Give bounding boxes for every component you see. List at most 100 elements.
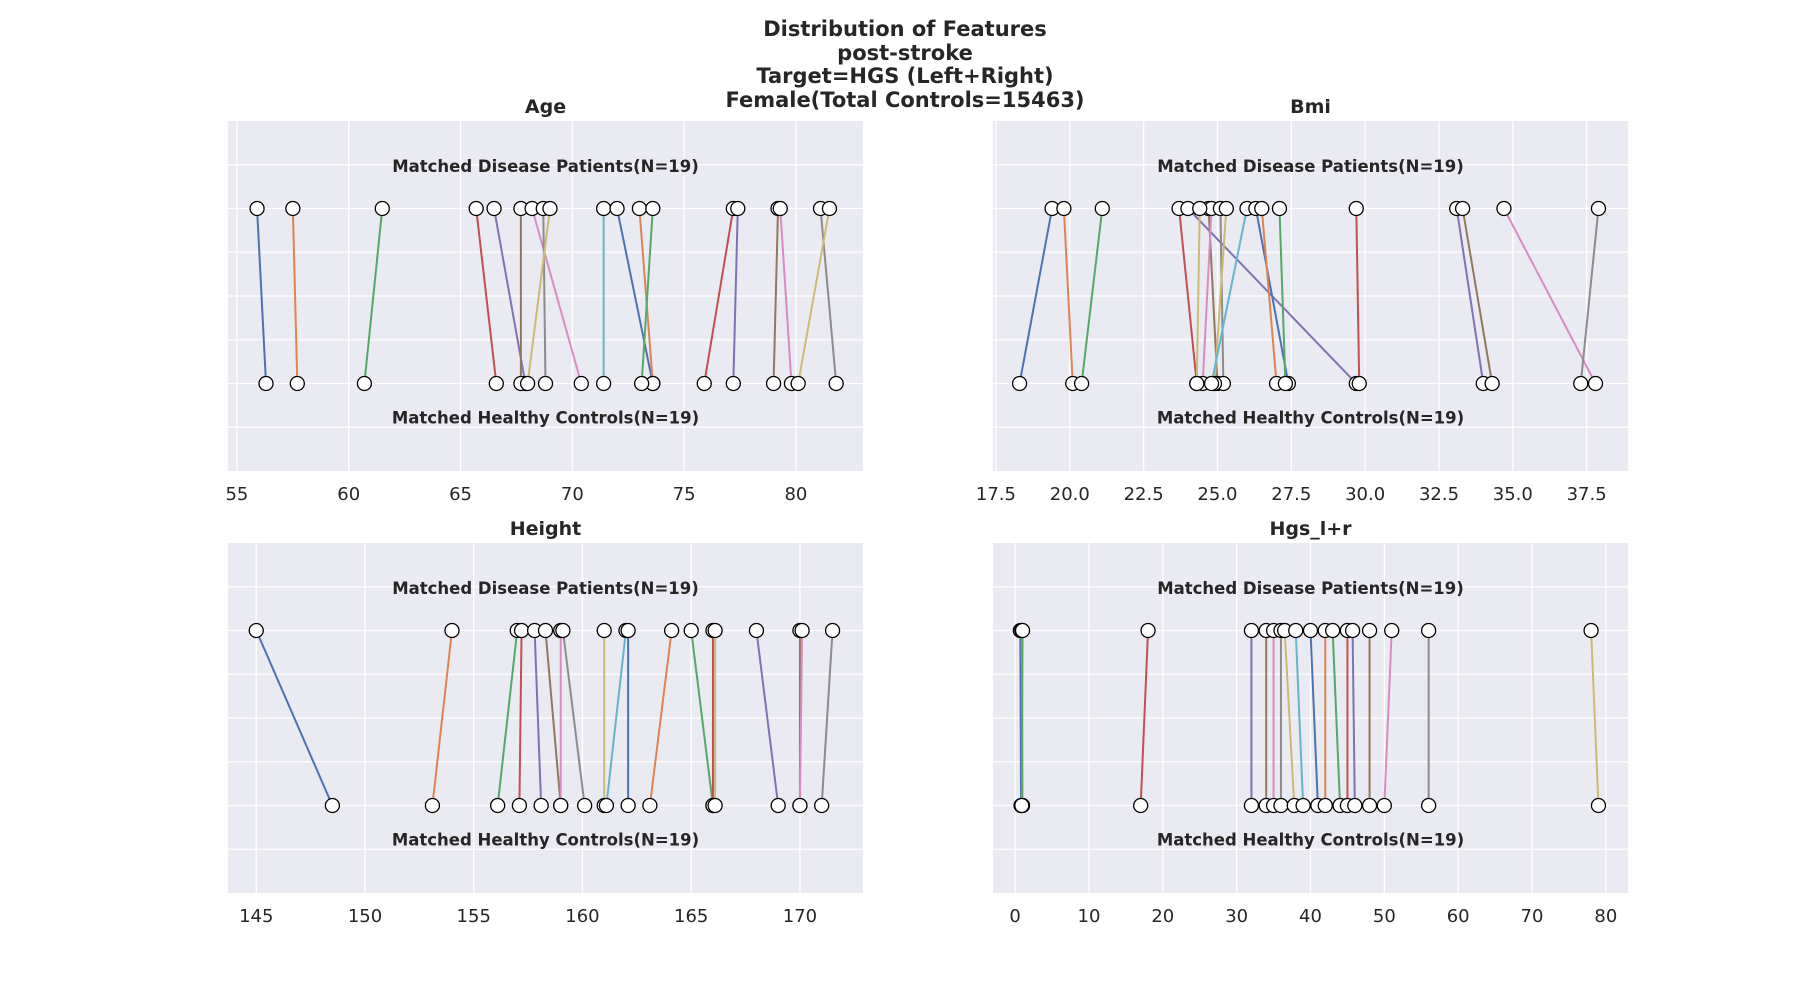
pair-connector-line xyxy=(820,630,834,806)
control-marker xyxy=(533,797,549,814)
control-marker xyxy=(553,797,569,814)
x-tick-label: 70 xyxy=(561,484,584,505)
patient-marker xyxy=(1014,622,1031,639)
patient-marker xyxy=(1348,200,1364,217)
patient-marker xyxy=(663,622,680,639)
patient-marker xyxy=(772,200,788,217)
control-marker xyxy=(1587,375,1604,392)
patient-marker xyxy=(1243,622,1260,639)
pair-connector-line xyxy=(518,630,523,806)
control-marker xyxy=(1590,797,1607,814)
patient-marker xyxy=(1361,622,1378,639)
control-marker xyxy=(1073,375,1090,392)
control-marker xyxy=(1317,797,1333,814)
x-tick-label: 150 xyxy=(348,906,382,927)
controls-group-label: Matched Healthy Controls(N=19) xyxy=(392,830,699,849)
patient-marker xyxy=(285,200,301,217)
patient-marker xyxy=(1094,200,1110,217)
x-tick-label: 30 xyxy=(1225,906,1248,927)
pair-connector-line xyxy=(1018,208,1054,384)
control-marker xyxy=(1351,375,1367,392)
x-tick-label: 155 xyxy=(457,906,491,927)
x-tick-label: 22.5 xyxy=(1124,484,1164,505)
patient-marker xyxy=(609,200,625,217)
x-tick-label: 60 xyxy=(1447,906,1470,927)
pair-connector-line xyxy=(1579,208,1600,384)
pair-connector-line xyxy=(1254,208,1290,384)
patient-marker xyxy=(537,622,554,639)
patient-marker xyxy=(1192,200,1208,217)
control-marker xyxy=(1133,797,1149,814)
pair-connector-line xyxy=(779,208,793,384)
pair-connector-line xyxy=(1195,208,1201,384)
pair-connector-line xyxy=(690,630,714,806)
patient-marker xyxy=(1344,622,1361,639)
pair-connector-line xyxy=(1351,630,1356,806)
control-marker xyxy=(1376,797,1392,814)
patient-marker xyxy=(1271,200,1288,217)
patients-group-label: Matched Disease Patients(N=19) xyxy=(392,579,699,598)
pair-connector-line xyxy=(755,630,780,806)
x-tick-label: 160 xyxy=(565,906,599,927)
panel-title: Bmi xyxy=(1290,96,1331,118)
controls-group-label: Matched Healthy Controls(N=19) xyxy=(1157,408,1464,427)
pair-connector-line xyxy=(648,630,673,806)
pair-connector-line xyxy=(1210,208,1248,384)
patient-marker xyxy=(620,622,636,639)
figure-title-line-4: Female(Total Controls=15463) xyxy=(725,88,1084,112)
patient-marker xyxy=(1254,200,1270,217)
patient-marker xyxy=(631,200,648,217)
panels: 55 60 65 70 75 80 Age Matched Disease Patients(… xyxy=(225,96,1628,927)
patient-marker xyxy=(730,200,746,217)
patient-marker xyxy=(1325,622,1341,639)
control-marker xyxy=(511,797,528,814)
pair-connector-line xyxy=(638,208,654,384)
pair-connector-line xyxy=(616,208,654,384)
pair-connector-line xyxy=(561,630,586,806)
pair-connector-line xyxy=(496,630,519,806)
x-tick-label: 20.0 xyxy=(1050,484,1090,505)
figure-title: Distribution of Features post-stroke Tar… xyxy=(725,17,1084,112)
pair-connector-line xyxy=(1139,630,1150,806)
patient-marker xyxy=(513,622,530,639)
control-marker xyxy=(828,375,844,392)
control-marker xyxy=(765,375,782,392)
patient-marker xyxy=(595,200,612,217)
patient-marker xyxy=(1288,622,1304,639)
pair-connector-line xyxy=(1461,208,1494,384)
control-marker xyxy=(790,375,806,392)
patient-marker xyxy=(468,200,484,217)
control-marker xyxy=(1011,375,1028,392)
pair-connector-line xyxy=(732,208,739,384)
patient-marker xyxy=(794,622,810,639)
x-tick-label: 27.5 xyxy=(1271,484,1311,505)
x-tick-label: 80 xyxy=(784,484,807,505)
control-marker xyxy=(1295,797,1311,814)
pair-connector-line xyxy=(475,208,498,384)
control-marker xyxy=(620,797,636,814)
patient-marker xyxy=(486,200,502,217)
patient-marker xyxy=(821,200,838,217)
pair-connector-line xyxy=(1080,208,1104,384)
control-marker xyxy=(289,375,305,392)
panel-title: Age xyxy=(525,96,566,118)
patient-marker xyxy=(596,622,612,639)
x-tick-label: 165 xyxy=(674,906,708,927)
control-marker xyxy=(356,375,373,392)
patient-marker xyxy=(645,200,661,217)
pair-connector-line xyxy=(544,630,562,806)
x-tick-label: 70 xyxy=(1521,906,1544,927)
figure-title-line-2: post-stroke xyxy=(837,41,973,65)
pair-connector-line xyxy=(526,208,551,384)
control-marker xyxy=(258,375,274,392)
x-tick-label: 55 xyxy=(225,484,248,505)
patient-marker xyxy=(824,622,841,639)
pair-connector-line xyxy=(797,208,831,384)
pair-connector-line xyxy=(431,630,453,806)
x-tick-label: 30.0 xyxy=(1345,484,1385,505)
control-marker xyxy=(490,797,506,814)
pair-connector-line xyxy=(798,630,804,806)
pair-connector-line xyxy=(1331,630,1342,806)
x-tick-label: 75 xyxy=(673,484,696,505)
